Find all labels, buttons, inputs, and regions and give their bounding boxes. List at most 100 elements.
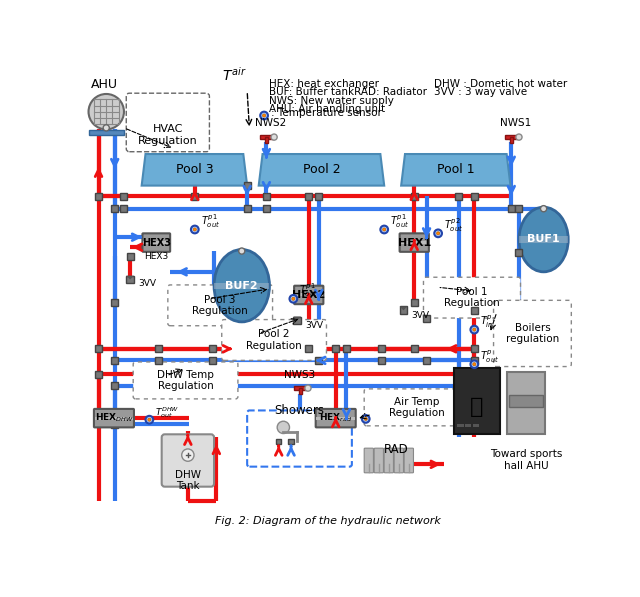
Bar bbox=[471, 307, 478, 314]
Text: BUF1: BUF1 bbox=[527, 235, 560, 245]
Text: Pool 3
Regulation: Pool 3 Regulation bbox=[193, 294, 248, 316]
Bar bbox=[276, 439, 282, 444]
Circle shape bbox=[435, 229, 442, 237]
Text: : Temperature sensor: : Temperature sensor bbox=[271, 108, 382, 118]
Bar bbox=[155, 357, 162, 364]
Bar bbox=[155, 346, 162, 352]
Polygon shape bbox=[399, 306, 407, 310]
Bar bbox=[143, 241, 170, 244]
Bar bbox=[305, 346, 312, 352]
Circle shape bbox=[277, 421, 289, 433]
Bar bbox=[423, 315, 430, 322]
Text: 🔥: 🔥 bbox=[470, 396, 483, 417]
Bar bbox=[316, 193, 322, 200]
FancyBboxPatch shape bbox=[394, 448, 403, 473]
Circle shape bbox=[362, 415, 369, 423]
Ellipse shape bbox=[519, 207, 568, 272]
FancyBboxPatch shape bbox=[399, 233, 429, 252]
Bar bbox=[95, 371, 102, 378]
Text: Air Temp
Regulation: Air Temp Regulation bbox=[388, 396, 444, 418]
Polygon shape bbox=[293, 316, 301, 321]
FancyBboxPatch shape bbox=[168, 285, 273, 326]
Circle shape bbox=[380, 226, 388, 233]
Bar bbox=[289, 439, 294, 444]
Bar bbox=[95, 415, 102, 421]
FancyBboxPatch shape bbox=[162, 434, 214, 487]
Bar bbox=[423, 357, 430, 364]
Circle shape bbox=[289, 295, 297, 303]
Text: HEX: heat exchanger: HEX: heat exchanger bbox=[269, 79, 379, 88]
Bar bbox=[127, 253, 134, 260]
Text: 3VV: 3VV bbox=[305, 321, 323, 330]
Text: HEX2: HEX2 bbox=[292, 290, 325, 300]
Bar bbox=[332, 346, 339, 352]
FancyBboxPatch shape bbox=[294, 286, 323, 304]
Text: Pool 1: Pool 1 bbox=[437, 164, 475, 176]
Bar bbox=[263, 205, 270, 212]
Polygon shape bbox=[126, 276, 134, 279]
Bar bbox=[471, 346, 478, 352]
FancyBboxPatch shape bbox=[384, 448, 394, 473]
Circle shape bbox=[182, 449, 194, 461]
Bar bbox=[209, 357, 216, 364]
Circle shape bbox=[103, 125, 109, 131]
Bar bbox=[316, 417, 355, 420]
Text: AHU: Air handling unit: AHU: Air handling unit bbox=[269, 104, 385, 114]
Bar bbox=[294, 386, 307, 390]
Ellipse shape bbox=[214, 250, 269, 322]
Bar bbox=[411, 299, 418, 306]
Bar bbox=[471, 357, 478, 364]
Bar bbox=[399, 306, 407, 314]
Bar bbox=[343, 346, 350, 352]
Text: $T_{out}^{DHW}$: $T_{out}^{DHW}$ bbox=[155, 405, 179, 420]
Text: $T^{air}$: $T^{air}$ bbox=[222, 66, 246, 84]
Bar bbox=[111, 421, 118, 428]
Bar bbox=[191, 193, 198, 200]
Circle shape bbox=[364, 417, 367, 420]
FancyBboxPatch shape bbox=[404, 448, 413, 473]
Text: $T_{out}^{p1}$: $T_{out}^{p1}$ bbox=[299, 281, 318, 299]
Circle shape bbox=[193, 228, 196, 231]
FancyBboxPatch shape bbox=[424, 277, 520, 318]
Text: Fig. 2: Diagram of the hydraulic network: Fig. 2: Diagram of the hydraulic network bbox=[215, 516, 441, 526]
Circle shape bbox=[383, 228, 386, 231]
Bar bbox=[519, 236, 568, 242]
Bar bbox=[88, 130, 124, 135]
Circle shape bbox=[305, 385, 311, 391]
Circle shape bbox=[292, 297, 295, 300]
Text: BUF: Buffer tankRAD: Radiator: BUF: Buffer tankRAD: Radiator bbox=[269, 87, 427, 97]
Bar bbox=[295, 293, 323, 297]
Bar bbox=[111, 299, 118, 306]
FancyBboxPatch shape bbox=[221, 319, 326, 361]
Circle shape bbox=[541, 205, 547, 212]
Text: NWS3: NWS3 bbox=[284, 370, 316, 380]
Bar bbox=[411, 193, 418, 200]
Circle shape bbox=[191, 226, 198, 233]
FancyBboxPatch shape bbox=[493, 300, 572, 367]
Bar bbox=[263, 193, 270, 200]
Bar bbox=[507, 372, 545, 433]
Polygon shape bbox=[259, 154, 384, 186]
Polygon shape bbox=[401, 154, 511, 186]
Bar bbox=[509, 395, 543, 407]
Text: Toward sports
hall AHU: Toward sports hall AHU bbox=[490, 449, 562, 470]
Bar bbox=[515, 249, 522, 256]
Bar bbox=[378, 357, 385, 364]
Bar bbox=[95, 417, 133, 420]
Circle shape bbox=[470, 326, 478, 334]
Polygon shape bbox=[141, 154, 247, 186]
Text: NWS1: NWS1 bbox=[500, 118, 531, 128]
Circle shape bbox=[473, 328, 476, 331]
FancyBboxPatch shape bbox=[133, 362, 238, 399]
Text: RAD: RAD bbox=[384, 443, 409, 456]
Circle shape bbox=[145, 416, 153, 423]
Circle shape bbox=[88, 94, 124, 130]
FancyBboxPatch shape bbox=[374, 448, 383, 473]
Bar bbox=[111, 357, 118, 364]
Bar bbox=[316, 357, 322, 364]
Text: $T_{out}^{p}$: $T_{out}^{p}$ bbox=[480, 348, 499, 365]
Bar bbox=[505, 135, 517, 140]
Text: 3VV: 3VV bbox=[138, 279, 156, 288]
Text: DHW
Tank: DHW Tank bbox=[175, 470, 201, 491]
Text: Pool 1
Regulation: Pool 1 Regulation bbox=[444, 287, 500, 309]
